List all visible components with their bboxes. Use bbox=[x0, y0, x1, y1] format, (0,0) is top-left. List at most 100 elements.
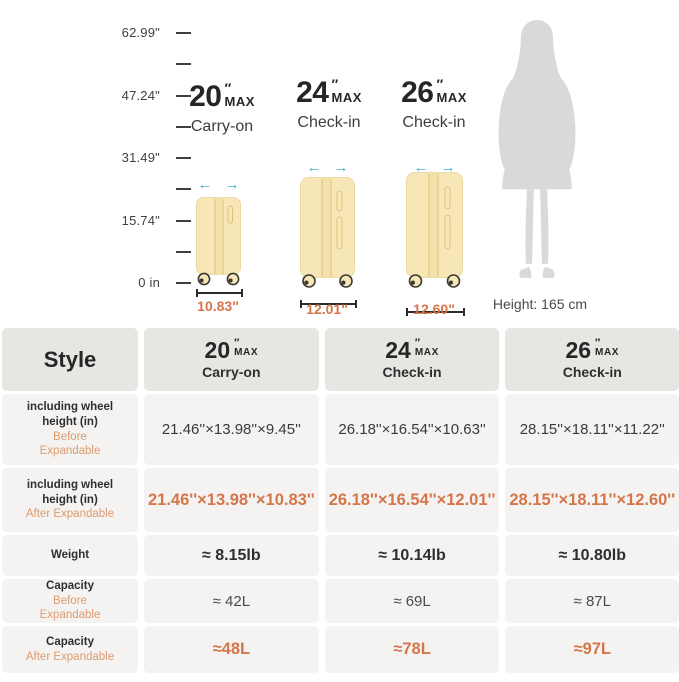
table-cell: 21.46''×13.98''×9.45'' bbox=[144, 394, 319, 465]
row-sublabel-text: After Expandable bbox=[25, 508, 115, 521]
table-style-header: Style bbox=[2, 328, 138, 391]
suitcase-26-illustration bbox=[406, 172, 463, 288]
table-cell: 28.15''×18.11''×11.22'' bbox=[505, 394, 679, 465]
size-20-max-label: MAX bbox=[224, 93, 255, 109]
table-cell: ≈48L bbox=[144, 626, 319, 673]
dims-before-26: 28.15''×18.11''×11.22'' bbox=[519, 421, 665, 438]
width-label-20: 10.83" bbox=[197, 298, 239, 314]
table-cell: ≈ 8.15lb bbox=[144, 535, 319, 576]
dims-after-20: 21.46''×13.98''×10.83'' bbox=[148, 490, 315, 509]
ruler-label: 31.49" bbox=[121, 150, 160, 165]
ruler-label: 47.24" bbox=[121, 88, 160, 103]
arrow-left-icon: ← bbox=[197, 176, 213, 193]
width-label-26: 12.60" bbox=[413, 301, 455, 317]
row-label-text: Capacity bbox=[46, 579, 94, 592]
suitcase-20-illustration bbox=[196, 197, 241, 286]
row-sublabel-text: Before Expandable bbox=[39, 430, 101, 458]
row-label-weight: Weight bbox=[2, 535, 138, 576]
arrow-right-icon: → bbox=[333, 159, 349, 176]
inch-mark-icon: ″ bbox=[234, 337, 240, 349]
table-cell: 21.46''×13.98''×10.83'' bbox=[144, 468, 319, 532]
table-cell: ≈ 69L bbox=[324, 579, 500, 623]
expand-arrows-20: ← → bbox=[196, 177, 241, 192]
dims-after-26: 28.15''×18.11''×12.60'' bbox=[509, 490, 676, 509]
ruler-tick-icon bbox=[176, 282, 191, 284]
capacity-after-24: ≈78L bbox=[393, 640, 431, 658]
inch-mark-icon: ″ bbox=[224, 80, 232, 96]
row-label-text: including wheel height (in) bbox=[26, 400, 114, 428]
dims-after-24: 26.18''×16.54''×12.01'' bbox=[328, 490, 496, 509]
ruler-tick-icon bbox=[176, 95, 191, 97]
col-26-number: 26 bbox=[565, 337, 592, 363]
size-20-type: Carry-on bbox=[190, 118, 254, 135]
col-20-number: 20 bbox=[204, 337, 231, 363]
col-24-number: 24 bbox=[385, 337, 411, 363]
expand-arrows-26: ← → bbox=[406, 160, 463, 175]
dims-before-24: 26.18''×16.54''×10.63'' bbox=[338, 421, 486, 438]
inch-mark-icon: ″ bbox=[436, 76, 444, 92]
capacity-before-26: ≈ 87L bbox=[573, 592, 611, 610]
row-label-height-after: including wheel height (in) After Expand… bbox=[2, 468, 138, 532]
capacity-after-26: ≈97L bbox=[573, 640, 612, 658]
table-cell: 26.18''×16.54''×10.63'' bbox=[324, 394, 500, 465]
size-26-max-label: MAX bbox=[436, 89, 467, 105]
table-col-header-20: 20 ″ MAX Carry-on bbox=[144, 328, 319, 391]
size-26-number: 26 bbox=[401, 76, 434, 109]
table-col-header-26: 26 ″ MAX Check-in bbox=[505, 328, 679, 391]
weight-24: ≈ 10.14lb bbox=[378, 546, 446, 564]
table-cell: ≈ 42L bbox=[144, 579, 319, 623]
row-label-text: Weight bbox=[50, 549, 90, 562]
ruler-label: 0 in bbox=[138, 275, 160, 290]
dims-before-20: 21.46''×13.98''×9.45'' bbox=[161, 421, 301, 438]
ruler-tick-icon bbox=[176, 251, 191, 253]
col-26-max: MAX bbox=[595, 347, 620, 359]
col-26-type: Check-in bbox=[562, 364, 622, 380]
row-label-capacity-after: Capacity After Expandable bbox=[2, 626, 138, 673]
table-cell: ≈ 10.14lb bbox=[324, 535, 500, 576]
capacity-before-24: ≈ 69L bbox=[393, 592, 431, 610]
ruler-tick-icon bbox=[176, 157, 191, 159]
arrow-right-icon: → bbox=[440, 159, 456, 176]
width-bracket-24 bbox=[300, 300, 357, 308]
col-20-max: MAX bbox=[234, 347, 259, 359]
size-24-number: 24 bbox=[296, 76, 329, 109]
table-cell: ≈ 10.80lb bbox=[505, 535, 679, 576]
comparison-table: Style 20 ″ MAX Carry-on 24 ″ MAX Check-i… bbox=[2, 328, 679, 673]
col-20-type: Carry-on bbox=[202, 364, 261, 380]
person-height-label: Height: 165 cm bbox=[492, 296, 588, 312]
size-26-type: Check-in bbox=[402, 114, 466, 131]
table-cell: ≈78L bbox=[324, 626, 500, 673]
ruler-tick-icon bbox=[176, 32, 191, 34]
width-bracket-20 bbox=[196, 289, 243, 297]
ruler-tick-icon bbox=[176, 188, 191, 190]
inch-mark-icon: ″ bbox=[414, 337, 421, 349]
person-silhouette bbox=[498, 20, 576, 278]
suitcase-24-illustration bbox=[300, 177, 355, 288]
row-label-text: Capacity bbox=[46, 635, 94, 648]
ruler-label: 15.74" bbox=[121, 213, 160, 228]
weight-20: ≈ 8.15lb bbox=[202, 546, 261, 564]
weight-26: ≈ 10.80lb bbox=[558, 546, 626, 564]
ruler-tick-icon bbox=[176, 126, 191, 128]
size-24-type: Check-in bbox=[297, 114, 361, 131]
table-cell: ≈ 87L bbox=[505, 579, 679, 623]
arrow-left-icon: ← bbox=[413, 159, 429, 176]
width-label-24: 12.01" bbox=[306, 301, 348, 317]
ruler-tick-icon bbox=[176, 63, 191, 65]
ruler-label: 62.99" bbox=[121, 25, 160, 40]
size-24-max-label: MAX bbox=[331, 89, 362, 105]
capacity-before-20: ≈ 42L bbox=[212, 592, 251, 610]
table-col-header-24: 24 ″ MAX Check-in bbox=[324, 328, 500, 391]
size-20-title: 20 ″ MAX Carry-on bbox=[160, 80, 284, 136]
table-cell: 28.15''×18.11''×12.60'' bbox=[505, 468, 679, 532]
col-24-max: MAX bbox=[414, 347, 439, 359]
size-20-number: 20 bbox=[189, 80, 222, 113]
width-bracket-26 bbox=[406, 308, 465, 316]
table-cell: 26.18''×16.54''×12.01'' bbox=[324, 468, 500, 532]
arrow-right-icon: → bbox=[224, 176, 240, 193]
inch-mark-icon: ″ bbox=[331, 76, 339, 92]
inch-mark-icon: ″ bbox=[595, 337, 601, 349]
table-cell: ≈97L bbox=[505, 626, 679, 673]
size-24-title: 24 ″ MAX Check-in bbox=[267, 76, 391, 132]
